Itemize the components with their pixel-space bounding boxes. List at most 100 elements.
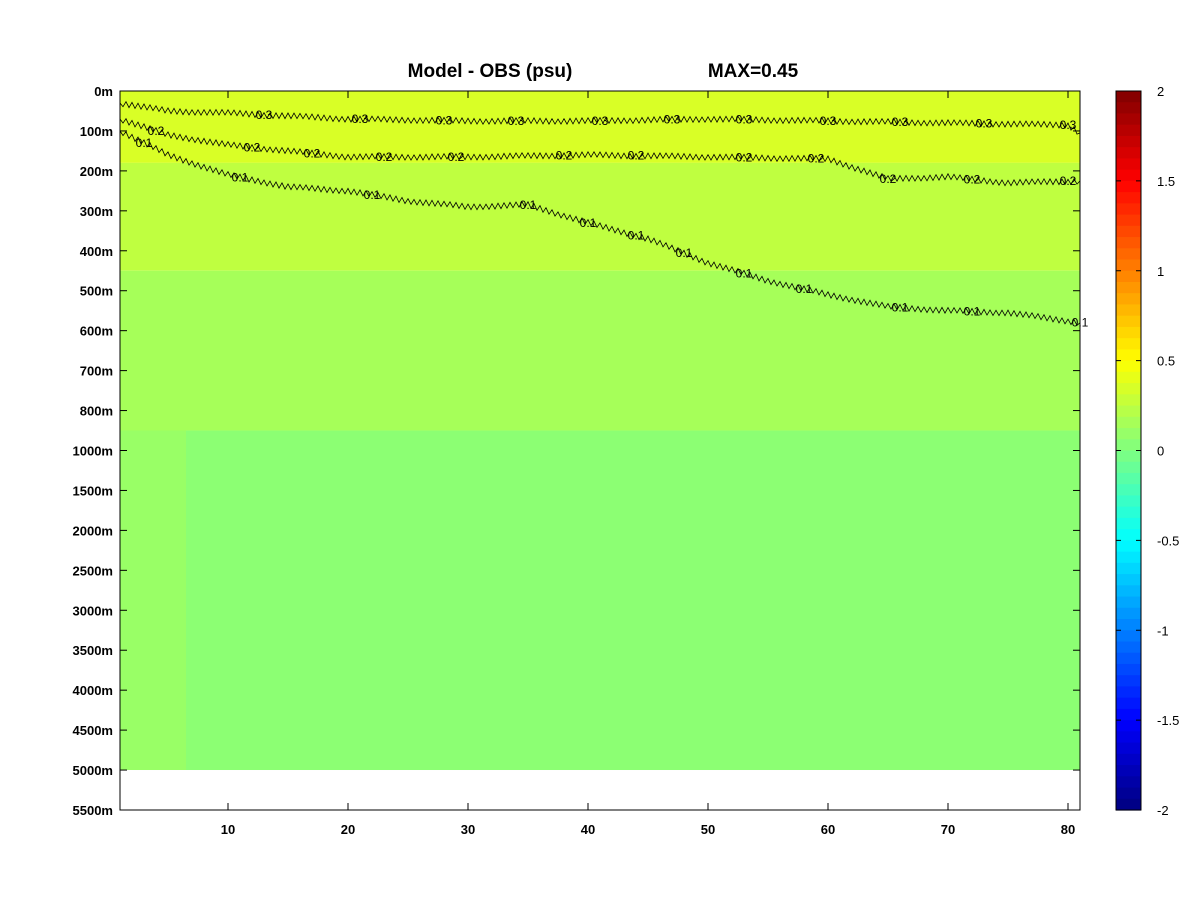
- colorbar-tick-label: -1.5: [1157, 713, 1179, 728]
- contour-label: 0.3: [976, 117, 993, 131]
- y-axis: 0m 100m 200m 300m 400m 500m 600m 700m 800m 1000m 1…: [73, 84, 1080, 818]
- contour-label: 0.3: [508, 114, 525, 128]
- colorbar-swatch: [1116, 124, 1141, 137]
- x-tick-label: 80: [1061, 822, 1075, 837]
- colorbar-swatch: [1116, 562, 1141, 575]
- y-tick-label: 2000m: [73, 523, 113, 538]
- colorbar-swatch: [1116, 540, 1141, 553]
- western-anomaly-band: [120, 430, 186, 771]
- colorbar-swatch: [1116, 506, 1141, 519]
- contour-label: 0.1: [628, 229, 645, 243]
- y-tick-label: 1000m: [73, 444, 113, 459]
- x-tick-label: 50: [701, 822, 715, 837]
- x-tick-label: 30: [461, 822, 475, 837]
- colorbar-tick-label: 0.5: [1157, 354, 1175, 369]
- contour-label: 0.3: [1060, 118, 1077, 132]
- max-value-label: MAX=0.45: [708, 61, 799, 82]
- colorbar-swatch: [1116, 135, 1141, 148]
- colorbar-swatch: [1116, 281, 1141, 294]
- colorbar-swatch: [1116, 394, 1141, 407]
- colorbar-swatch: [1116, 765, 1141, 777]
- colorbar-swatch: [1116, 472, 1141, 485]
- contour-line: [119, 100, 1081, 135]
- y-tick-label: 200m: [80, 164, 113, 179]
- contour-label: 0.1: [892, 300, 909, 314]
- colorbar-swatch: [1116, 607, 1141, 620]
- colorbar-tick-label: 2: [1157, 84, 1164, 99]
- contour-label: 0.1: [520, 198, 537, 212]
- colorbar-swatch: [1116, 753, 1141, 766]
- y-tick-label: 0m: [94, 84, 113, 99]
- colorbar-swatch: [1116, 574, 1141, 586]
- colorbar-swatch: [1116, 304, 1141, 317]
- contour-label: 0.3: [820, 114, 837, 128]
- contour-label: 0.1: [364, 188, 381, 202]
- contour-label: 0.3: [256, 108, 273, 122]
- colorbar-swatch: [1116, 113, 1141, 126]
- x-tick-label: 60: [821, 822, 835, 837]
- contour-label: 0.1: [676, 246, 693, 260]
- colorbar-swatch: [1116, 416, 1141, 429]
- colorbar-swatch: [1116, 641, 1141, 654]
- y-tick-label: 3500m: [73, 643, 113, 658]
- contour-label: 0.2: [1060, 174, 1077, 188]
- colorbar-swatch: [1116, 169, 1141, 182]
- colorbar-swatch: [1116, 484, 1141, 497]
- field-band: [120, 270, 1080, 431]
- colorbar-swatch: [1116, 371, 1141, 384]
- contour-label: 0.2: [376, 150, 393, 164]
- colorbar-swatch: [1116, 596, 1141, 609]
- contour-label: 0.3: [892, 115, 909, 129]
- y-tick-label: 700m: [80, 364, 113, 379]
- contour-label: 0.1: [136, 136, 153, 150]
- colorbar-swatch: [1116, 731, 1141, 744]
- colorbar-swatch: [1116, 686, 1141, 699]
- x-axis: 10 20 30 40 50 60 70 80: [221, 91, 1075, 837]
- colorbar: 2 1.5 1 0.5 0 -0.5 -1 -1.5 -2: [1115, 84, 1179, 818]
- contour-label: 0.2: [880, 172, 897, 186]
- colorbar-tick-label: -2: [1157, 803, 1169, 818]
- y-tick-label: 300m: [80, 204, 113, 219]
- field-band: [120, 162, 1080, 271]
- contour-label: 0.3: [436, 114, 453, 128]
- x-tick-label: 10: [221, 822, 235, 837]
- colorbar-swatch: [1116, 214, 1141, 227]
- colorbar-swatch: [1116, 652, 1141, 665]
- contour-label: 0.2: [304, 146, 321, 160]
- colorbar-swatch: [1116, 439, 1141, 452]
- y-tick-label: 5500m: [73, 803, 113, 818]
- y-tick-label: 4500m: [73, 723, 113, 738]
- colorbar-swatch: [1116, 663, 1141, 676]
- colorbar-swatch: [1116, 192, 1141, 204]
- colorbar-swatch: [1116, 787, 1141, 800]
- contour-label: 0.3: [592, 114, 609, 128]
- field-band: [120, 430, 1080, 771]
- colorbar-swatch: [1116, 461, 1141, 474]
- contour-label: 0.1: [736, 267, 753, 281]
- contour-label: 0.2: [148, 124, 165, 138]
- colorbar-swatch: [1116, 551, 1141, 564]
- y-tick-label: 2500m: [73, 563, 113, 578]
- colorbar-swatch: [1116, 315, 1141, 328]
- colorbar-swatch: [1116, 237, 1141, 249]
- colorbar-swatch: [1116, 383, 1141, 395]
- colorbar-swatch: [1116, 248, 1141, 261]
- chart-title: Model - OBS (psu): [408, 61, 573, 82]
- y-tick-label: 400m: [80, 244, 113, 259]
- contour-label: 0.2: [244, 140, 261, 154]
- colorbar-tick-label: 0: [1157, 444, 1164, 459]
- colorbar-swatch: [1116, 495, 1141, 508]
- colorbar-swatch: [1116, 405, 1141, 418]
- colorbar-swatch: [1116, 91, 1141, 103]
- colorbar-swatch: [1116, 450, 1141, 463]
- colorbar-tick-label: 1: [1157, 264, 1164, 279]
- contour-label: 0.2: [808, 152, 825, 166]
- colorbar-swatch: [1116, 630, 1141, 643]
- x-tick-label: 20: [341, 822, 355, 837]
- colorbar-swatch: [1116, 203, 1141, 216]
- colorbar-tick-label: -0.5: [1157, 533, 1179, 548]
- contour-label: 0.1: [232, 170, 249, 184]
- y-tick-label: 4000m: [73, 683, 113, 698]
- colorbar-swatch: [1116, 742, 1141, 755]
